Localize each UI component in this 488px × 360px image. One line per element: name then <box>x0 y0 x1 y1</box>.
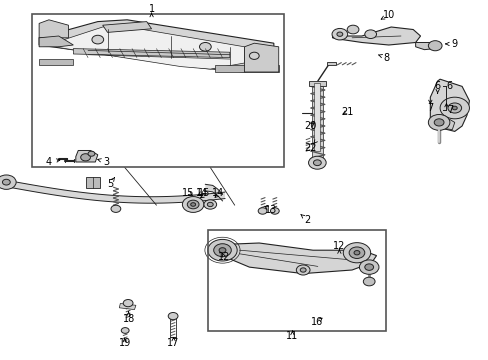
Polygon shape <box>5 180 224 203</box>
Text: 12: 12 <box>217 252 230 262</box>
Circle shape <box>300 268 305 272</box>
Circle shape <box>427 114 449 130</box>
Text: 15: 15 <box>198 188 210 198</box>
Circle shape <box>81 154 90 161</box>
Text: 12: 12 <box>332 240 345 251</box>
Circle shape <box>199 42 211 51</box>
Circle shape <box>348 247 364 258</box>
Circle shape <box>121 328 129 333</box>
Circle shape <box>207 202 213 207</box>
Polygon shape <box>39 20 68 38</box>
Polygon shape <box>39 36 73 47</box>
Circle shape <box>451 106 456 110</box>
Text: 22: 22 <box>304 143 316 153</box>
Text: 11: 11 <box>285 330 298 341</box>
Polygon shape <box>311 86 322 160</box>
Circle shape <box>364 30 376 39</box>
Circle shape <box>364 264 373 270</box>
Circle shape <box>2 179 10 185</box>
Polygon shape <box>429 79 468 131</box>
Circle shape <box>187 200 199 209</box>
Circle shape <box>92 35 103 44</box>
Circle shape <box>359 260 378 274</box>
Text: 16: 16 <box>310 317 323 327</box>
Circle shape <box>439 97 468 119</box>
Circle shape <box>190 203 195 206</box>
Circle shape <box>203 200 216 209</box>
Text: 4: 4 <box>46 157 52 167</box>
Polygon shape <box>76 150 98 162</box>
Circle shape <box>296 265 309 275</box>
Polygon shape <box>39 20 273 72</box>
Text: 9: 9 <box>451 39 457 49</box>
Polygon shape <box>326 62 336 65</box>
Polygon shape <box>415 42 437 50</box>
Bar <box>32 14 283 167</box>
Text: 14: 14 <box>211 188 224 198</box>
Circle shape <box>353 251 359 255</box>
Text: 14: 14 <box>195 188 208 198</box>
Polygon shape <box>73 49 229 58</box>
Polygon shape <box>215 243 376 274</box>
Text: 7: 7 <box>446 105 452 115</box>
Circle shape <box>346 25 358 34</box>
Polygon shape <box>332 27 420 45</box>
Text: 10: 10 <box>382 10 394 20</box>
Polygon shape <box>119 303 136 310</box>
Text: 17: 17 <box>167 338 180 348</box>
Polygon shape <box>59 26 244 69</box>
Circle shape <box>219 248 225 253</box>
Text: 5: 5 <box>107 179 113 189</box>
Text: 20: 20 <box>303 121 316 131</box>
Polygon shape <box>102 22 151 32</box>
Circle shape <box>88 151 95 156</box>
Text: 2: 2 <box>304 215 309 225</box>
Text: 1: 1 <box>148 4 154 14</box>
Bar <box>207 230 386 331</box>
Text: 19: 19 <box>118 338 131 348</box>
Circle shape <box>111 205 121 212</box>
Text: 21: 21 <box>340 107 353 117</box>
Circle shape <box>363 277 374 286</box>
Polygon shape <box>85 177 100 188</box>
Circle shape <box>308 156 325 169</box>
Circle shape <box>0 175 16 189</box>
Text: 3: 3 <box>103 157 109 167</box>
Circle shape <box>331 28 347 40</box>
Circle shape <box>313 160 321 166</box>
Text: 18: 18 <box>122 314 135 324</box>
Polygon shape <box>308 81 325 86</box>
Circle shape <box>207 239 237 261</box>
Circle shape <box>447 103 461 113</box>
Circle shape <box>249 52 259 59</box>
Polygon shape <box>244 43 278 72</box>
Text: 6: 6 <box>446 81 452 91</box>
Polygon shape <box>437 120 454 130</box>
Text: 15: 15 <box>182 188 194 198</box>
Circle shape <box>270 208 279 214</box>
Text: 6: 6 <box>434 81 440 91</box>
Polygon shape <box>215 65 278 72</box>
Text: 7: 7 <box>427 103 432 113</box>
Circle shape <box>336 32 342 36</box>
Text: 13: 13 <box>264 204 277 215</box>
Polygon shape <box>314 83 320 151</box>
Circle shape <box>213 244 231 257</box>
Circle shape <box>123 300 133 307</box>
Circle shape <box>343 243 370 263</box>
Circle shape <box>168 312 178 320</box>
Text: 8: 8 <box>383 53 388 63</box>
Circle shape <box>433 119 443 126</box>
Circle shape <box>427 41 441 51</box>
Polygon shape <box>39 59 73 65</box>
Circle shape <box>258 208 266 214</box>
Circle shape <box>182 197 203 212</box>
Polygon shape <box>205 184 222 201</box>
